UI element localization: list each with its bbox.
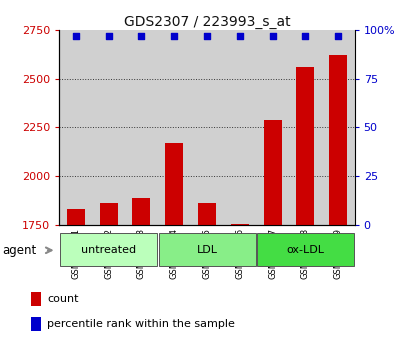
FancyBboxPatch shape — [256, 233, 353, 266]
Text: count: count — [47, 294, 79, 304]
Bar — [125, 30, 157, 225]
Bar — [99, 203, 117, 225]
Point — [334, 33, 341, 39]
Bar — [31, 317, 41, 331]
Bar — [230, 224, 248, 225]
Bar — [263, 120, 281, 225]
Text: ox-LDL: ox-LDL — [286, 245, 324, 255]
Point — [301, 33, 308, 39]
Bar — [67, 209, 85, 225]
Bar — [256, 30, 288, 225]
Bar — [190, 30, 223, 225]
Bar — [132, 198, 150, 225]
Text: untreated: untreated — [81, 245, 136, 255]
Point — [171, 33, 177, 39]
Point — [72, 33, 79, 39]
Bar — [198, 203, 216, 225]
Point — [236, 33, 243, 39]
Text: LDL: LDL — [196, 245, 217, 255]
Bar — [288, 30, 321, 225]
Bar — [157, 30, 190, 225]
Text: percentile rank within the sample: percentile rank within the sample — [47, 319, 234, 329]
Bar — [328, 55, 346, 225]
Bar — [165, 143, 183, 225]
Bar — [296, 67, 314, 225]
Bar — [92, 30, 125, 225]
Title: GDS2307 / 223993_s_at: GDS2307 / 223993_s_at — [124, 15, 290, 29]
Text: agent: agent — [2, 244, 36, 257]
Bar — [223, 30, 256, 225]
FancyBboxPatch shape — [60, 233, 157, 266]
Point — [269, 33, 275, 39]
Point — [203, 33, 210, 39]
Point — [105, 33, 112, 39]
Bar — [59, 30, 92, 225]
Point — [138, 33, 144, 39]
Bar — [31, 292, 41, 306]
Bar — [321, 30, 354, 225]
FancyBboxPatch shape — [158, 233, 255, 266]
